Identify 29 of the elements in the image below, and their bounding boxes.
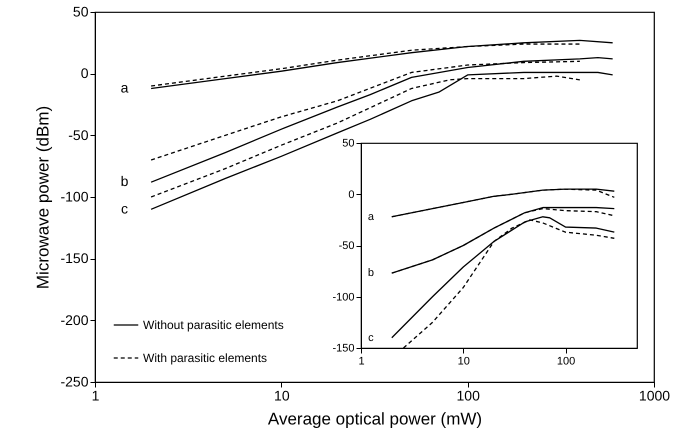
annotation: a: [368, 210, 375, 223]
y-tick-label: -50: [338, 240, 354, 252]
y-tick-label: -100: [332, 291, 354, 304]
x-tick-label: 10: [458, 356, 470, 368]
annotation: c: [368, 332, 374, 344]
x-tick-label: 100: [456, 388, 480, 404]
x-tick-label: 1: [358, 356, 365, 368]
y-tick-label: -250: [60, 374, 89, 390]
y-axis-title: Microwave power (dBm): [33, 106, 52, 290]
legend-label: Without parasitic elements: [143, 318, 284, 332]
x-tick-label: 1: [92, 388, 100, 404]
y-tick-label: 0: [80, 65, 89, 82]
y-tick-label: 0: [348, 188, 354, 201]
x-tick-label: 100: [556, 356, 576, 368]
y-tick-label: -50: [68, 126, 89, 143]
annotation: a: [120, 79, 129, 96]
legend-label: With parasitic elements: [143, 351, 268, 365]
y-tick-label: -150: [332, 342, 354, 354]
y-tick-label: -150: [60, 250, 89, 266]
annotation: c: [120, 200, 128, 216]
x-axis-title: Average optical power (mW): [268, 410, 482, 428]
y-tick-label: 50: [342, 138, 354, 150]
y-tick-label: 50: [72, 4, 89, 20]
annotation: b: [368, 267, 374, 280]
x-tick-label: 1000: [638, 388, 670, 404]
annotation: b: [120, 173, 129, 190]
y-tick-label: -200: [60, 312, 89, 328]
y-tick-label: -100: [60, 188, 89, 204]
x-tick-label: 10: [274, 388, 290, 404]
